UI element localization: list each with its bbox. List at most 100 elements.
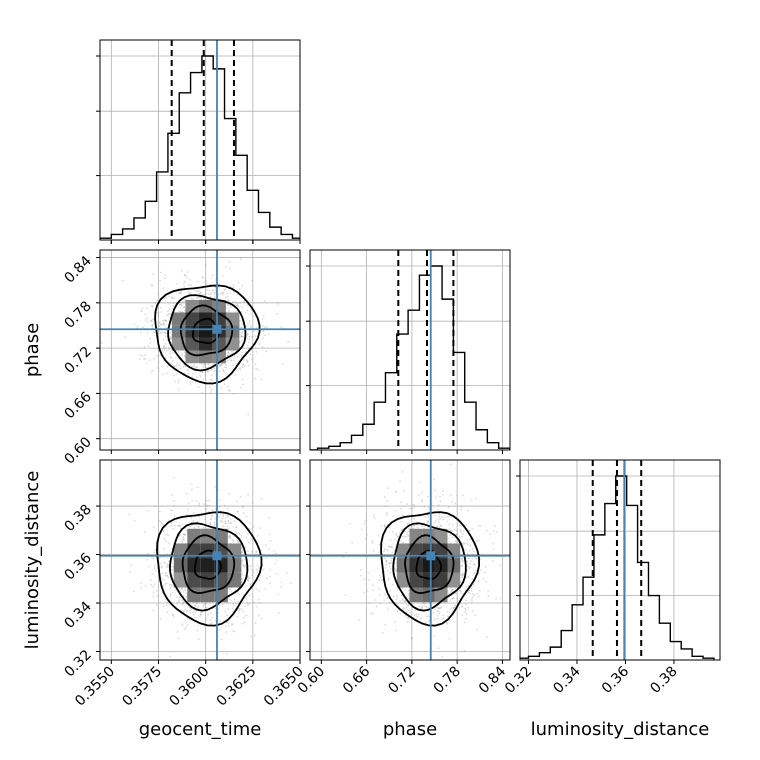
- sample-point: [276, 559, 278, 561]
- sample-point: [190, 608, 193, 611]
- sample-point: [390, 561, 393, 564]
- sample-point: [139, 331, 142, 334]
- sample-point: [179, 291, 182, 294]
- sample-point: [241, 551, 243, 554]
- sample-point: [165, 319, 168, 322]
- sample-point: [449, 599, 452, 602]
- sample-point: [212, 289, 215, 292]
- sample-point: [269, 539, 272, 542]
- sample-point: [402, 514, 404, 517]
- sample-point: [407, 597, 410, 599]
- sample-point: [173, 499, 176, 502]
- sample-point: [177, 381, 180, 384]
- sample-point: [209, 386, 211, 389]
- sample-point: [214, 517, 216, 520]
- sample-point: [186, 617, 189, 620]
- sample-point: [392, 515, 395, 517]
- sample-point: [392, 595, 395, 598]
- sample-point: [144, 319, 147, 321]
- sample-point: [439, 500, 442, 503]
- sample-point: [166, 365, 169, 368]
- sample-point: [387, 608, 389, 611]
- x-axis-label-luminosity_distance: luminosity_distance: [531, 719, 710, 740]
- sample-point: [154, 569, 157, 572]
- sample-point: [162, 523, 165, 526]
- sample-point: [151, 285, 154, 287]
- sample-point: [156, 299, 159, 302]
- sample-point: [157, 320, 160, 323]
- sample-point: [416, 615, 419, 618]
- sample-point: [159, 354, 162, 357]
- sample-point: [242, 512, 245, 514]
- density-cell: [187, 572, 201, 588]
- sample-point: [186, 606, 189, 608]
- sample-point: [403, 601, 406, 603]
- sample-point: [466, 552, 469, 555]
- sample-point: [227, 624, 230, 627]
- sample-point: [186, 368, 189, 371]
- sample-point: [231, 623, 234, 625]
- sample-point: [205, 602, 207, 605]
- sample-point: [133, 323, 136, 326]
- sample-point: [467, 585, 470, 587]
- sample-point: [209, 368, 212, 371]
- sample-point: [277, 593, 280, 596]
- sample-point: [451, 500, 453, 503]
- sample-point: [144, 354, 147, 357]
- sample-point: [249, 312, 252, 315]
- sample-point: [183, 533, 186, 536]
- sample-point: [222, 513, 225, 516]
- density-cell: [396, 558, 410, 573]
- sample-point: [202, 604, 205, 606]
- sample-point: [240, 335, 243, 337]
- sample-point: [183, 286, 186, 288]
- sample-point: [402, 535, 405, 538]
- sample-point: [240, 551, 243, 554]
- sample-point: [386, 569, 389, 572]
- sample-point: [186, 277, 189, 279]
- panel-geocent_time-vs-luminosity_distance: [100, 460, 300, 660]
- sample-point: [388, 562, 391, 565]
- sample-point: [452, 597, 455, 600]
- sample-point: [165, 314, 168, 316]
- sample-point: [424, 611, 426, 613]
- sample-point: [159, 271, 162, 274]
- sample-point: [170, 509, 172, 511]
- sample-point: [214, 607, 217, 610]
- sample-point: [194, 604, 196, 606]
- sample-point: [225, 621, 228, 624]
- sample-point: [233, 630, 236, 633]
- sample-point: [183, 282, 185, 285]
- sample-point: [235, 526, 238, 529]
- sample-point: [217, 293, 220, 296]
- sample-point: [152, 585, 155, 588]
- sample-point: [239, 306, 241, 309]
- sample-point: [256, 564, 259, 567]
- sample-point: [407, 535, 410, 537]
- sample-point: [448, 619, 451, 621]
- sample-point: [448, 592, 450, 595]
- sample-point: [401, 471, 404, 473]
- sample-point: [192, 614, 195, 616]
- sample-point: [183, 305, 186, 308]
- sample-point: [436, 525, 439, 528]
- sample-point: [172, 614, 174, 616]
- sample-point: [408, 594, 410, 597]
- sample-point: [166, 372, 168, 375]
- sample-point: [181, 540, 184, 542]
- sample-point: [245, 515, 248, 518]
- sample-point: [206, 370, 209, 373]
- sample-point: [473, 594, 476, 596]
- sample-point: [467, 591, 470, 594]
- sample-point: [149, 337, 152, 340]
- sample-point: [399, 507, 402, 510]
- sample-point: [458, 535, 461, 538]
- sample-point: [436, 508, 439, 511]
- sample-point: [170, 337, 173, 340]
- sample-point: [144, 313, 147, 316]
- sample-point: [171, 359, 174, 361]
- sample-point: [229, 352, 232, 355]
- sample-point: [474, 614, 476, 617]
- sample-point: [255, 605, 258, 608]
- sample-point: [427, 606, 430, 609]
